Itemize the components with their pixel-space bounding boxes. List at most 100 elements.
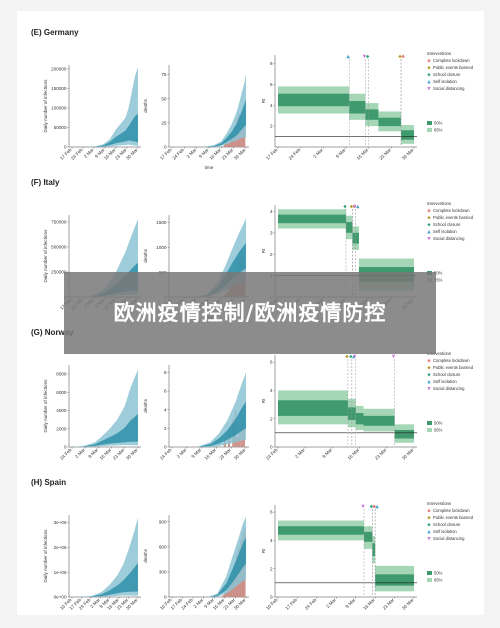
panel-3-title: (H) Spain — [31, 478, 66, 487]
panel-2-rt-xtick-label: 2 Mar — [294, 447, 306, 459]
panel-0-deaths-death-bar — [225, 142, 228, 147]
legend-item-label: Social distancing — [433, 386, 465, 391]
legend-item-label: Complete lockdown — [433, 58, 470, 63]
panel-1-rt-rt-band-50 — [346, 222, 353, 233]
legend-title: Interventions — [427, 201, 451, 206]
diamond-icon — [369, 504, 374, 509]
legend-title: Interventions — [427, 501, 451, 506]
panel-2-infections-ytick-label: 0 — [64, 445, 67, 450]
panel-0-rt-xtick-label: 30 Mar — [401, 147, 415, 161]
panel-3-infections-ytick-label: 2e+06 — [54, 545, 67, 550]
banner-title: 欧洲疫情控制/欧洲疫情防控 — [113, 301, 387, 325]
diamond-icon — [427, 366, 431, 370]
panel-2-infections-ytick-label: 8000 — [56, 372, 67, 377]
panel-3-deaths-death-bar — [225, 591, 228, 597]
panel-3-rt-rt-band-50 — [364, 531, 373, 542]
panel-0-deaths-death-bar — [243, 127, 246, 147]
legend-title: Interventions — [427, 51, 451, 56]
panel-0-rt-ytick-label: 8 — [270, 61, 273, 66]
legend-band-50-label: 50% — [434, 271, 443, 276]
panel-2-rt-rt-band-50 — [355, 413, 364, 425]
panel-2-infections-xtick-label: 24 Feb — [59, 447, 73, 461]
panel-3-rt-ytick-label: 6 — [270, 510, 273, 515]
circle-icon — [372, 505, 376, 508]
panel-2-infections-band-95 — [72, 369, 138, 447]
panel-3-rt-xtick-label: 10 Feb — [265, 597, 279, 611]
panel-0-rt-rt-band-50 — [401, 130, 414, 140]
legend-band-50-label: 50% — [434, 571, 443, 576]
panel-0-deaths-death-bar — [223, 144, 226, 147]
panel-2-deaths-ytick-label: 6 — [164, 389, 167, 394]
panel-3-rt-rt-band-50 — [375, 574, 414, 586]
panel-3-deaths-death-bar — [222, 595, 225, 597]
legend-band-95-label: 95% — [434, 278, 443, 283]
panel-0-rt-ytick-label: 2 — [270, 124, 273, 129]
triangle-down-icon — [427, 387, 431, 391]
legend-item-label: Social distancing — [433, 86, 465, 91]
panel-2-deaths-band-50 — [172, 401, 246, 447]
panel-0-title: (E) Germany — [31, 28, 79, 37]
panel-3-deaths-ytick-label: 0 — [164, 595, 167, 600]
panel-1-deaths-ytick-label: 1500 — [156, 220, 167, 225]
panel-2-rt-rt-band-50 — [347, 407, 356, 421]
panel-0-rt-xtick-label: 2 Mar — [312, 147, 324, 159]
legend-item-label: Public events banned — [433, 365, 474, 370]
legend-band-95-label: 95% — [434, 428, 443, 433]
triangle-down-icon — [427, 237, 431, 241]
legend-band-50-swatch — [427, 571, 432, 575]
panel-2-deaths-death-bar — [236, 437, 239, 447]
panel-2-rt-xtick-label: 23 Mar — [374, 447, 388, 461]
panel-2-deaths-ytick-label: 0 — [164, 445, 167, 450]
panel-2-infections-xtick-label: 30 Mar — [125, 447, 139, 461]
panel-0-infections-ylabel: Daily number of infections — [43, 79, 48, 133]
panel-3-deaths-ytick-label: 600 — [159, 544, 167, 549]
panel-3-infections-band-50 — [72, 562, 138, 597]
triangle-down-icon — [362, 54, 367, 59]
panel-3-deaths-death-bar — [226, 589, 229, 597]
panel-2-rt-xtick-label: 30 Mar — [401, 447, 415, 461]
panel-3-rt-ylabel: Rt — [261, 548, 266, 553]
panel-2-rt-ytick-label: 0 — [270, 445, 273, 450]
panel-0-deaths-xlabel: time — [205, 165, 214, 170]
triangle-down-icon — [427, 87, 431, 91]
panel-2-rt-rt-band-50 — [394, 430, 414, 439]
panel-0-rt-xtick-label: 16 Mar — [356, 147, 370, 161]
legend-band-95-swatch — [427, 128, 432, 132]
panel-1-rt-ylabel: Rt — [261, 248, 266, 253]
legend-item-label: School closure — [433, 72, 461, 77]
diamond-icon — [427, 373, 431, 377]
panel-3-rt-xtick-label: 17 Feb — [284, 597, 298, 611]
legend-band-95-label: 95% — [434, 128, 443, 133]
legend-item-label: Social distancing — [433, 536, 465, 541]
legend-band-50-swatch — [427, 421, 432, 425]
panel-0-infections-ytick-label: 0 — [64, 145, 67, 150]
panel-0-infections-xtick-label: 2 Mar — [83, 147, 95, 159]
legend-item-label: Self isolation — [433, 79, 457, 84]
circle-icon — [427, 59, 431, 63]
panel-3-rt-ytick-label: 2 — [270, 566, 273, 571]
legend-item-label: Complete lockdown — [433, 358, 470, 363]
panel-2-rt-rt-band-50 — [363, 415, 395, 426]
panel-0-rt-rt-band-50 — [365, 109, 379, 120]
diamond-icon — [349, 354, 353, 359]
panel-2-deaths-xtick-label: 16 Mar — [203, 447, 217, 461]
panel-0-infections-ytick-label: 200000 — [51, 67, 67, 72]
panel-0-rt-xtick-label: 23 Mar — [378, 147, 392, 161]
legend-item-label: Self isolation — [433, 529, 457, 534]
panel-0: (E) Germany 0 50000 100000 150000 200000 17 Fe… — [31, 28, 474, 170]
panel-1-rt-ytick-label: 3 — [270, 230, 273, 235]
panel-0-deaths-ylabel: deaths — [143, 98, 148, 112]
diamond-icon — [343, 204, 347, 209]
legend-item-label: Complete lockdown — [433, 508, 470, 513]
panel-2-infections-ytick-label: 4000 — [56, 408, 67, 413]
panel-3-infections-ytick-label: 3e+06 — [54, 520, 67, 525]
diamond-icon — [349, 204, 354, 209]
triangle-down-icon — [427, 537, 431, 541]
panel-2-infections-ytick-label: 2000 — [56, 426, 67, 431]
panel-2-rt-ytick-label: 4 — [270, 388, 273, 393]
legend-item-label: School closure — [433, 522, 461, 527]
legend-band-95-swatch — [427, 578, 432, 582]
triangle-down-icon — [353, 204, 357, 209]
triangle-up-icon — [427, 530, 431, 534]
panel-3-rt-rt-band-50 — [372, 543, 376, 556]
